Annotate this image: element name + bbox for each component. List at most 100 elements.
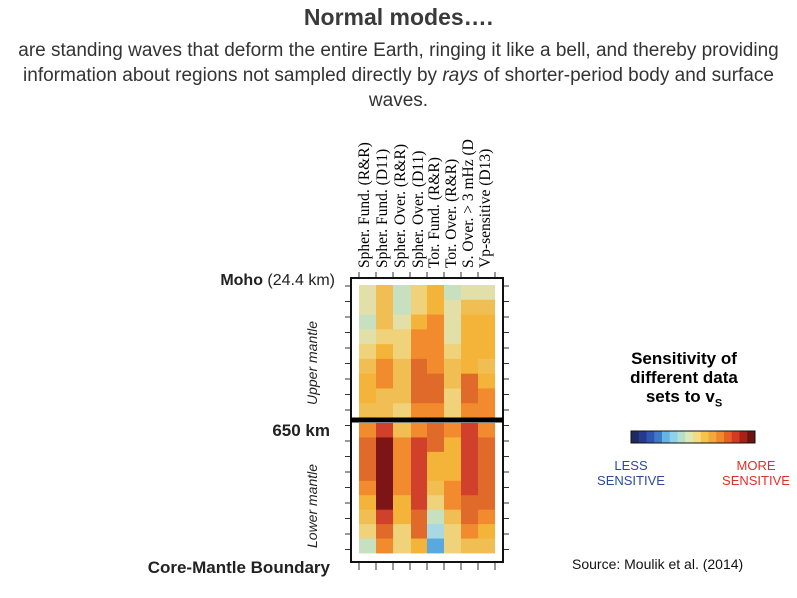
heatmap-cell <box>411 466 427 482</box>
heatmap-cell <box>478 344 495 360</box>
heatmap-cell <box>444 524 461 539</box>
heatmap-cell <box>427 495 444 511</box>
heatmap-cell <box>359 509 376 525</box>
heatmap-cell <box>444 388 461 404</box>
heatmap-cell <box>444 285 461 301</box>
heatmap-cell <box>461 524 478 539</box>
heatmap-cell <box>444 299 461 315</box>
heatmap-cell <box>478 524 495 539</box>
heatmap-cell <box>478 495 495 511</box>
heatmap-cell <box>359 437 376 453</box>
colorbar-swatch <box>677 431 686 443</box>
heatmap-cell <box>376 509 393 525</box>
heatmap-cell <box>359 373 376 389</box>
heatmap-cell <box>461 480 478 496</box>
heatmap-cell <box>393 344 411 360</box>
heatmap-cell <box>461 344 478 360</box>
heatmap-cell <box>393 538 411 554</box>
heatmap-cell <box>359 451 376 467</box>
colorbar-swatch <box>700 431 709 443</box>
heatmap-cell <box>461 358 478 375</box>
heatmap-cell <box>393 358 411 375</box>
heatmap-cell <box>393 524 411 539</box>
label-upper-mantle: Upper mantle <box>304 320 320 405</box>
heatmap-cell <box>478 538 495 554</box>
heatmap-cell <box>461 437 478 453</box>
heatmap-cell <box>444 538 461 554</box>
colorbar-swatch <box>716 431 725 443</box>
heatmap-cell <box>427 423 444 438</box>
heatmap-cell <box>376 344 393 360</box>
heatmap-cell <box>376 495 393 511</box>
heatmap-cell <box>461 329 478 345</box>
heatmap-cell <box>393 373 411 389</box>
heatmap-cell <box>461 403 478 419</box>
heatmap-cell <box>359 403 376 419</box>
heatmap-cell <box>376 538 393 554</box>
heatmap-cell <box>478 388 495 404</box>
heatmap-cell <box>359 285 376 301</box>
heatmap-cell <box>427 299 444 315</box>
subtitle-text-1: are standing waves that deform the entir… <box>18 40 779 86</box>
heatmap-cell <box>427 437 444 453</box>
heatmap-cell <box>411 388 427 404</box>
heatmap-cell <box>478 403 495 419</box>
heatmap-cell <box>478 329 495 345</box>
heatmap-cell <box>461 423 478 438</box>
colorbar-swatch <box>662 431 671 443</box>
heatmap-cell <box>478 299 495 315</box>
heatmap-cell <box>359 495 376 511</box>
heatmap-cell <box>427 329 444 345</box>
heatmap-cell <box>461 509 478 525</box>
colorbar-swatch <box>731 431 740 443</box>
heatmap-cell <box>478 451 495 467</box>
heatmap-cell <box>376 524 393 539</box>
subtitle-text-2: of shorter-period body and surface waves… <box>368 65 774 111</box>
heatmap-cell <box>444 451 461 467</box>
heatmap-cell <box>444 314 461 330</box>
colorbar-swatch <box>708 431 717 443</box>
heatmap-cell <box>444 373 461 389</box>
heatmap-cell <box>376 314 393 330</box>
heatmap-cell <box>461 495 478 511</box>
heatmap-cell <box>376 329 393 345</box>
colorbar-swatch <box>669 431 678 443</box>
heatmap-cell <box>376 285 393 301</box>
heatmap-cell <box>427 509 444 525</box>
colorbar-swatch <box>693 431 702 443</box>
heatmap-cell <box>411 358 427 375</box>
heatmap-cell <box>359 524 376 539</box>
heatmap-cell <box>478 509 495 525</box>
heatmap-cell <box>393 423 411 438</box>
heatmap-cell <box>359 358 376 375</box>
heatmap-cell <box>393 299 411 315</box>
heatmap-cell <box>478 373 495 389</box>
heatmap-cell <box>444 480 461 496</box>
heatmap-cell <box>393 466 411 482</box>
heatmap-cell <box>427 388 444 404</box>
heatmap-cell <box>411 299 427 315</box>
heatmap-cell <box>461 538 478 554</box>
sensitivity-colorbar <box>630 430 756 444</box>
heatmap-cell <box>427 524 444 539</box>
heatmap-cell <box>359 314 376 330</box>
heatmap-cell <box>444 437 461 453</box>
heatmap-cells <box>359 285 495 554</box>
heatmap-cell <box>427 403 444 419</box>
heatmap-cell <box>444 466 461 482</box>
heatmap-cell <box>393 480 411 496</box>
heatmap-cell <box>461 314 478 330</box>
heatmap-cell <box>444 358 461 375</box>
heatmap-cell <box>359 388 376 404</box>
heatmap-cell <box>359 538 376 554</box>
heatmap-cell <box>393 509 411 525</box>
heatmap-cell <box>427 285 444 301</box>
heatmap-cell <box>376 373 393 389</box>
heatmap-cell <box>376 451 393 467</box>
heatmap-cell <box>393 388 411 404</box>
page-title: Normal modes…. <box>303 4 494 30</box>
heatmap-cell <box>359 329 376 345</box>
subtitle-rays: rays <box>442 65 479 86</box>
label-core-mantle-boundary: Core-Mantle Boundary <box>147 558 330 577</box>
heatmap-cell <box>444 403 461 419</box>
